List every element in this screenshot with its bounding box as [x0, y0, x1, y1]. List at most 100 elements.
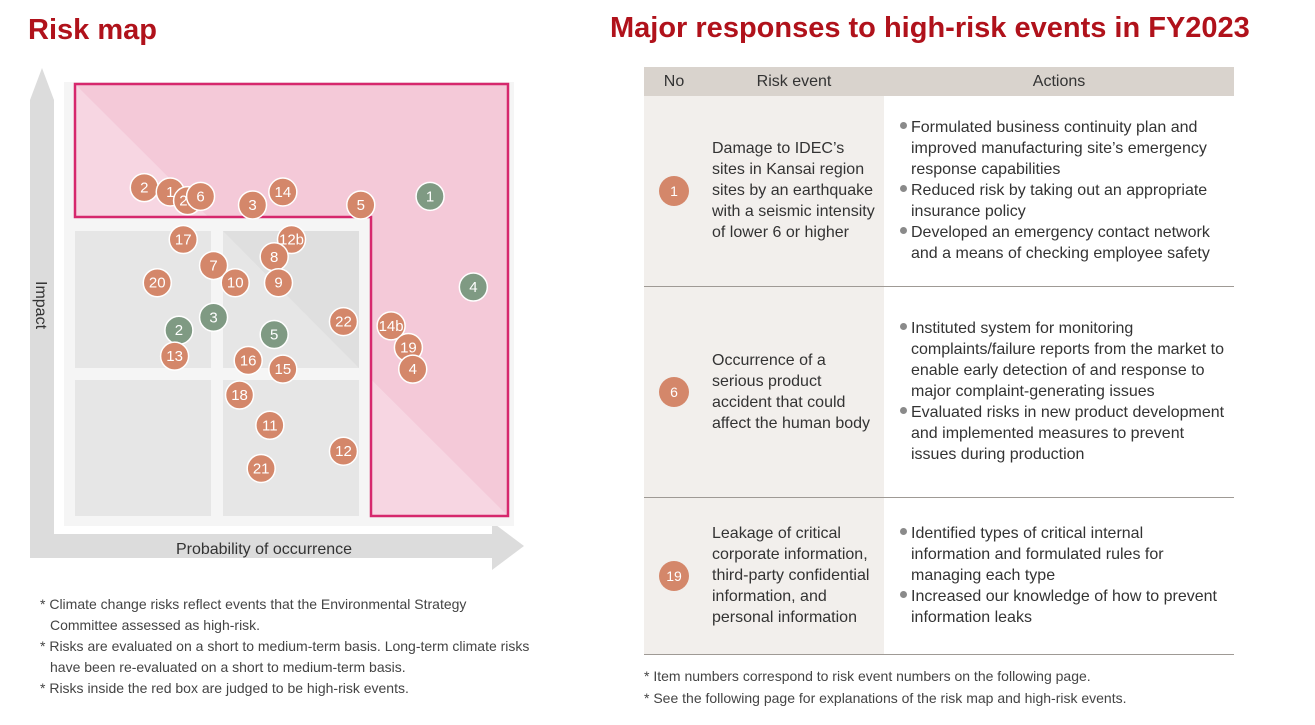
risk-dot-circle: [198, 302, 229, 333]
risk-dot-circle: [376, 311, 406, 341]
risk-map-title: Risk map: [28, 14, 157, 46]
risk-dot: 20: [142, 267, 173, 298]
risk-dot: 21: [246, 453, 276, 484]
risk-dot: 3: [237, 190, 268, 220]
risk-dot-label: 5: [270, 327, 278, 344]
action-item: Instituted system for monitoring complai…: [900, 318, 1226, 402]
risk-dot: 13: [159, 341, 190, 371]
risk-dot-label: 15: [274, 361, 291, 378]
risk-dot: 5: [346, 190, 376, 220]
risk-dot: 5: [259, 319, 289, 350]
risk-dot-label: 2: [140, 180, 148, 197]
footnote: * Risks are evaluated on a short to medi…: [40, 638, 530, 675]
risk-dot: 11: [255, 410, 285, 441]
row-number-cell: 6: [644, 286, 704, 498]
risk-dot-label: 7: [209, 257, 217, 274]
risk-dot-circle: [159, 341, 190, 371]
action-item: Evaluated risks in new product developme…: [900, 402, 1226, 465]
risk-dot-circle: [246, 453, 276, 484]
x-axis-arrow: [30, 522, 524, 570]
risk-dot-label: 16: [240, 352, 257, 369]
risk-dot-circle: [255, 410, 285, 441]
risk-dot: 14: [268, 177, 298, 207]
risk-dot-label: 21: [253, 460, 270, 477]
risk-dot: 15: [268, 354, 298, 384]
risk-dot: 22: [328, 306, 359, 337]
risk-dot: 1: [415, 181, 445, 212]
header-no: No: [644, 67, 704, 96]
risk-dot-label: 9: [274, 275, 282, 292]
risk-dot-label: 10: [227, 275, 244, 292]
risk-dot-circle: [263, 267, 294, 298]
action-item: Identified types of critical internal in…: [900, 523, 1226, 586]
diagonal-shade: [223, 231, 359, 368]
risk-dot: 6: [185, 181, 216, 212]
risk-dot-circle: [233, 345, 263, 376]
risk-dot: 17: [168, 224, 198, 255]
risk-dot: 18: [224, 380, 255, 410]
risk-dot-label: 14b: [379, 318, 404, 335]
header-actions: Actions: [884, 67, 1234, 96]
risk-dot: 4: [397, 354, 428, 384]
risk-dot: 16: [233, 345, 263, 376]
risk-number-badge: 19: [659, 560, 689, 591]
risk-dot-circle: [259, 319, 289, 350]
action-item: Increased our knowledge of how to preven…: [900, 586, 1226, 628]
header-event: Risk event: [704, 67, 884, 96]
risk-dot-label: 4: [409, 361, 417, 378]
actions-cell: Identified types of critical internal in…: [884, 497, 1234, 655]
risk-dot-label: 14: [274, 184, 291, 201]
risk-dot-label: 13: [166, 348, 183, 365]
risk-dot-circle: [142, 267, 173, 298]
risk-number-badge: 1: [659, 175, 689, 206]
risk-dot-label: 17: [175, 232, 192, 249]
risk-dot-circle: [168, 224, 198, 255]
risk-dot: 9: [263, 267, 294, 298]
risk-dot-label: 19: [400, 340, 417, 357]
risk-dot-label: 3: [248, 197, 256, 214]
risk-map-chart: Impact Probability of occurrence 212b631…: [30, 68, 524, 570]
risk-dot-circle: [397, 354, 428, 384]
table-row: 19 Leakage of critical corporate informa…: [644, 497, 1234, 655]
risk-dot-circle: [268, 177, 298, 207]
risk-dot-label: 1: [166, 184, 174, 201]
responses-title: Major responses to high-risk events in F…: [610, 12, 1250, 44]
risk-dot-label: 6: [196, 188, 204, 205]
risk-dot-label: 22: [335, 314, 352, 331]
risk-dot-label: 18: [231, 387, 248, 404]
risk-dot: 2: [129, 172, 160, 203]
risk-dot-circle: [198, 250, 229, 281]
risk-event: Damage to IDEC’s sites in Kansai region …: [704, 96, 884, 287]
table-row: 1 Damage to IDEC’s sites in Kansai regio…: [644, 96, 1234, 287]
footnote: * Climate change risks reflect events th…: [40, 596, 467, 633]
risk-dot-label: 12b: [279, 232, 304, 249]
risk-dot-circle: [328, 306, 359, 337]
risk-dot-circle: [237, 190, 268, 220]
risk-dot-label: 5: [357, 197, 365, 214]
risk-number-badge: 6: [659, 376, 689, 407]
risk-dots: 212b6314511712b872010943252214b191316154…: [129, 172, 489, 484]
risk-dot-circle: [224, 380, 255, 410]
footnote: * Item numbers correspond to risk event …: [644, 668, 1091, 684]
risk-dot: 10: [220, 267, 250, 298]
footnote: * Risks inside the red box are judged to…: [40, 680, 409, 696]
footnote: * See the following page for explanation…: [644, 690, 1127, 706]
risk-map-footnotes: * Climate change risks reflect events th…: [36, 594, 536, 699]
high-risk-box: [73, 82, 510, 518]
row-number-cell: 1: [644, 96, 704, 287]
actions-cell: Formulated business continuity plan and …: [884, 96, 1234, 287]
action-item: Reduced risk by taking out an appropriat…: [900, 180, 1226, 222]
row-number-cell: 19: [644, 497, 704, 655]
risk-dot-label: 12: [335, 443, 352, 460]
y-axis-label: Impact: [32, 281, 49, 330]
risk-dot: 4: [458, 272, 489, 302]
table-row: 6 Occurrence of a serious product accide…: [644, 286, 1234, 498]
risk-dot: 12: [328, 436, 359, 466]
y-axis-arrow: [30, 68, 54, 540]
risk-dot-label: 4: [469, 279, 477, 296]
risk-event: Occurrence of a serious product accident…: [704, 286, 884, 498]
risk-dot-label: 8: [270, 249, 278, 266]
risk-dot-circle: [268, 354, 298, 384]
risk-event: Leakage of critical corporate informatio…: [704, 497, 884, 655]
responses-table: No Risk event Actions 1 Damage to IDEC’s…: [644, 67, 1234, 655]
